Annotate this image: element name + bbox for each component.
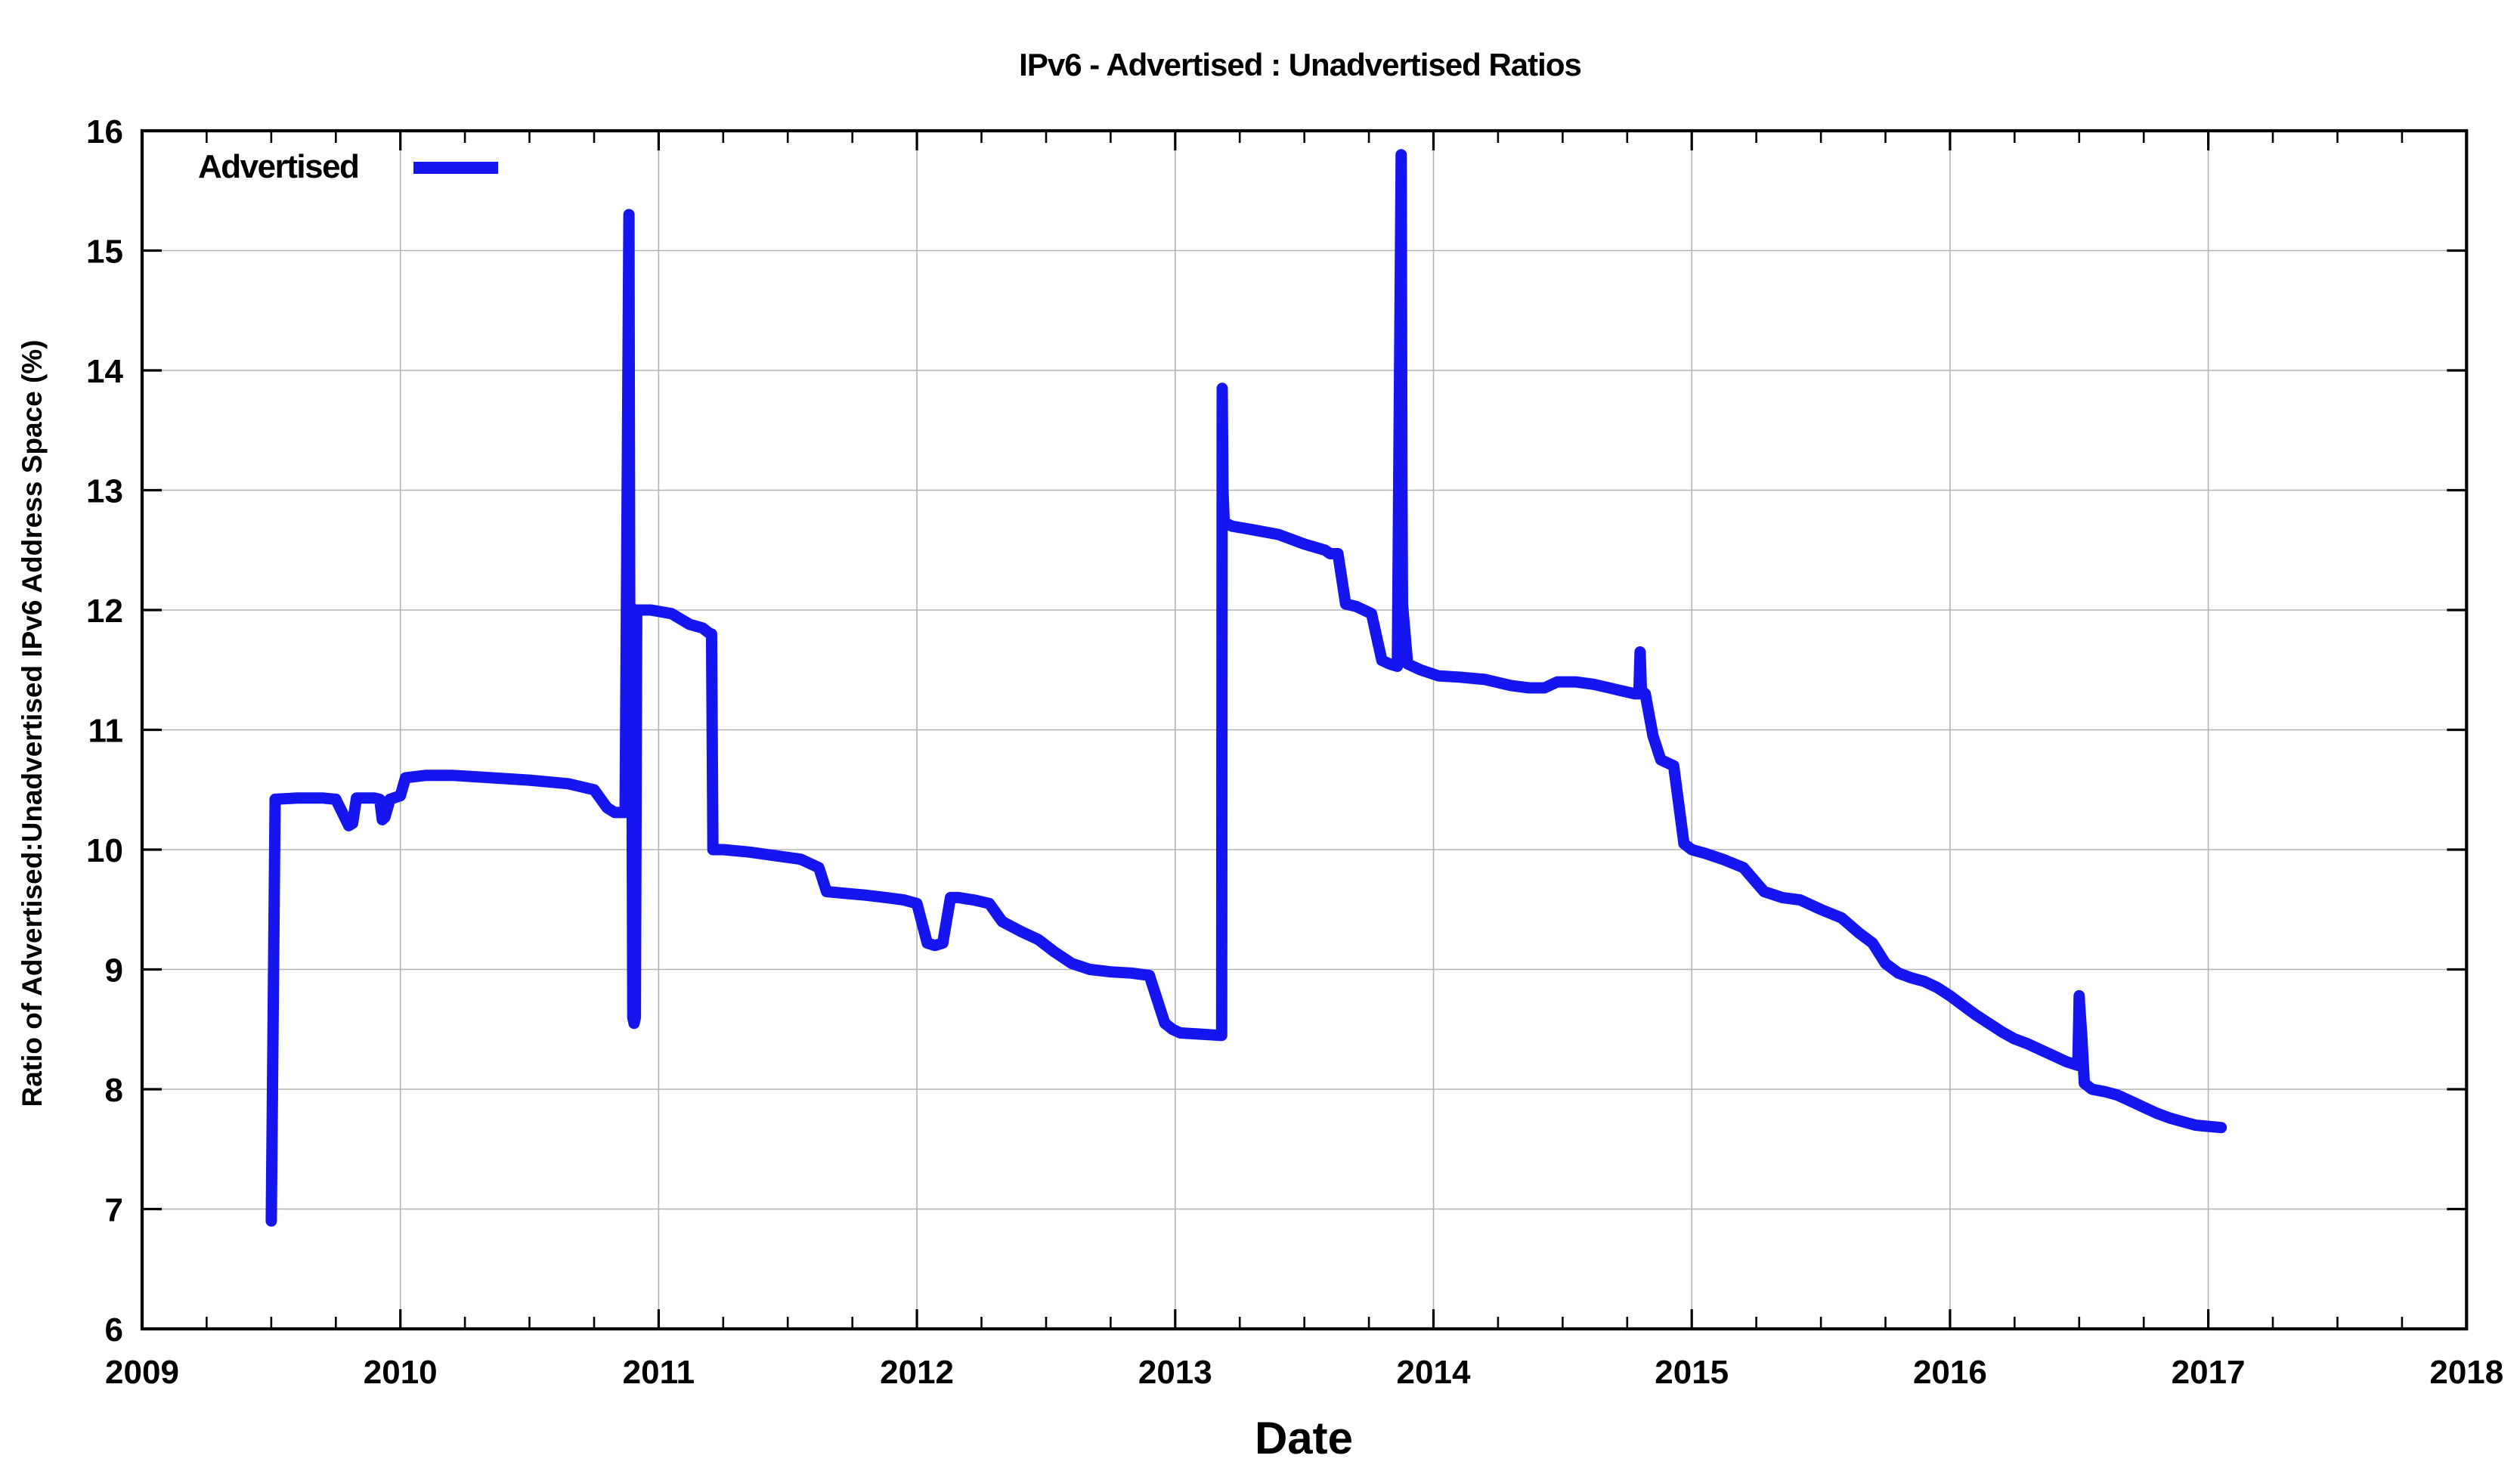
svg-text:2018: 2018 bbox=[2429, 1354, 2503, 1391]
svg-text:2012: 2012 bbox=[880, 1354, 954, 1391]
svg-text:IPv6 - Advertised : Unadvertis: IPv6 - Advertised : Unadvertised Ratios bbox=[1019, 47, 1581, 82]
svg-text:16: 16 bbox=[86, 113, 123, 150]
svg-text:Advertised: Advertised bbox=[198, 148, 358, 185]
svg-text:Ratio of Advertised:Unadvertis: Ratio of Advertised:Unadvertised IPv6 Ad… bbox=[17, 339, 48, 1107]
svg-text:10: 10 bbox=[86, 832, 123, 869]
svg-text:2011: 2011 bbox=[623, 1354, 695, 1391]
svg-text:7: 7 bbox=[105, 1192, 123, 1229]
svg-text:2015: 2015 bbox=[1655, 1354, 1729, 1391]
svg-text:2017: 2017 bbox=[2172, 1354, 2246, 1391]
svg-text:2013: 2013 bbox=[1138, 1354, 1212, 1391]
svg-text:6: 6 bbox=[105, 1311, 123, 1349]
svg-text:14: 14 bbox=[86, 353, 123, 390]
svg-text:9: 9 bbox=[105, 952, 123, 989]
svg-text:12: 12 bbox=[86, 593, 123, 630]
svg-text:2010: 2010 bbox=[364, 1354, 438, 1391]
svg-text:2009: 2009 bbox=[105, 1354, 179, 1391]
svg-text:13: 13 bbox=[86, 473, 123, 510]
svg-text:Date: Date bbox=[1255, 1413, 1353, 1463]
svg-text:15: 15 bbox=[86, 234, 123, 271]
svg-text:8: 8 bbox=[105, 1072, 123, 1109]
svg-text:2016: 2016 bbox=[1913, 1354, 1987, 1391]
svg-text:11: 11 bbox=[88, 713, 123, 750]
svg-text:2014: 2014 bbox=[1397, 1354, 1471, 1391]
